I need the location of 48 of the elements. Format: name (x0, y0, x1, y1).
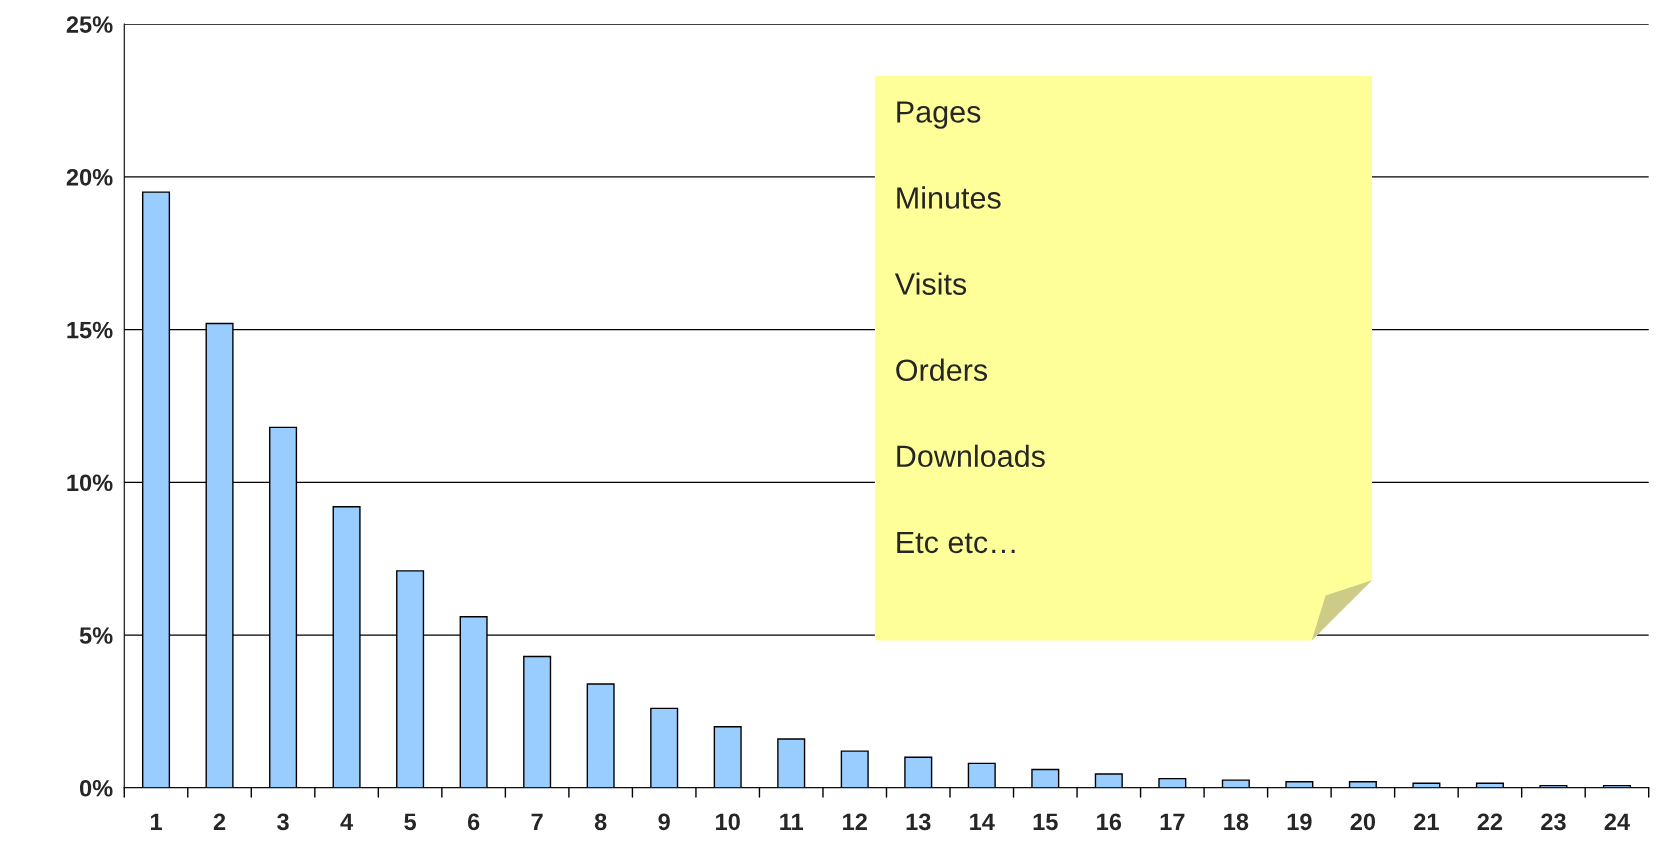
y-tick-label: 20% (66, 168, 113, 186)
bar (523, 655, 552, 788)
x-tick-label: 17 (1160, 813, 1185, 830)
bar (586, 683, 615, 788)
bar (777, 738, 806, 788)
annotation: Pages (897, 101, 981, 129)
x-tick-label: 12 (843, 813, 867, 830)
y-tick-label: 0% (79, 779, 113, 797)
y-tick-label: 25% (66, 16, 113, 33)
bar (967, 762, 996, 788)
x-tick-label: 9 (658, 813, 670, 831)
x-tick-label: 11 (780, 813, 804, 830)
bar (650, 707, 679, 788)
x-tick-label: 4 (340, 813, 354, 830)
x-tick-label: 13 (906, 813, 931, 831)
x-tick-label: 15 (1033, 813, 1058, 831)
x-tick-label: 14 (970, 813, 995, 830)
bar (904, 756, 933, 788)
x-tick-label: 16 (1097, 813, 1122, 831)
x-tick-label: 3 (277, 813, 289, 831)
x-tick-label: 18 (1224, 813, 1249, 831)
annotation: Etc etc… (897, 531, 1015, 554)
x-tick-label: 21 (1414, 813, 1439, 830)
y-tick-label: 15% (67, 321, 113, 339)
x-tick-label: 1 (150, 813, 162, 830)
annotation: Visits (894, 272, 967, 295)
bar (1031, 768, 1060, 788)
x-tick-label: 5 (404, 813, 417, 831)
annotation: Orders (896, 358, 988, 382)
bar (1158, 777, 1187, 788)
x-tick-label: 6 (467, 813, 480, 831)
x-tick-label: 23 (1541, 813, 1566, 831)
x-tick-label: 24 (1604, 813, 1630, 830)
x-tick-label: 8 (594, 813, 607, 831)
bar (1094, 773, 1123, 788)
x-tick-label: 7 (531, 813, 543, 830)
x-tick-label: 19 (1287, 813, 1312, 831)
y-tick-label: 5% (79, 627, 113, 644)
x-tick-label: 20 (1350, 813, 1376, 831)
x-tick-label: 22 (1477, 813, 1503, 830)
bar (840, 750, 869, 788)
annotation: Minutes (897, 186, 1001, 209)
annotation: Downloads (897, 444, 1045, 468)
bar (1221, 779, 1250, 788)
x-tick-label: 2 (213, 813, 226, 830)
y-tick-label: 10% (67, 474, 113, 492)
bar (713, 726, 742, 788)
x-tick-label: 10 (716, 813, 740, 831)
